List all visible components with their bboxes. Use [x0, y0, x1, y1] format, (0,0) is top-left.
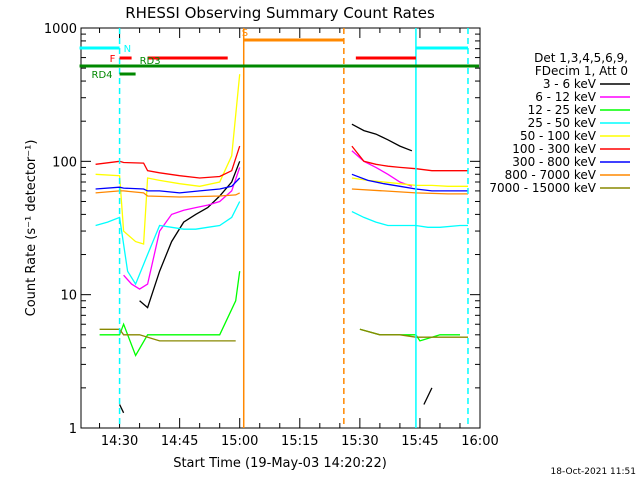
- plot-frame: [80, 27, 481, 429]
- flag-label: RD4: [92, 70, 113, 81]
- legend-label: 12 - 25 keV: [528, 103, 597, 117]
- x-tick-label: 15:30: [341, 434, 378, 449]
- flag-label: N: [124, 44, 131, 55]
- series-segment: [351, 211, 468, 228]
- series-segment: [95, 201, 241, 286]
- legend-header: Det 1,3,4,5,6,9,: [534, 51, 628, 65]
- series-segment: [119, 404, 125, 414]
- x-tick-label: 14:45: [161, 434, 198, 449]
- x-axis-label: Start Time (19-May-03 14:20:22): [173, 456, 387, 471]
- series-segment: [351, 145, 468, 172]
- series-line: [95, 173, 468, 194]
- y-axis-label: Count Rate (s⁻¹ detector⁻¹): [24, 140, 39, 317]
- legend-label: 800 - 7000 keV: [505, 168, 597, 182]
- series-line: [95, 145, 468, 179]
- legend-label: 7000 - 15000 keV: [489, 181, 596, 195]
- y-tick-label: 100: [52, 155, 77, 170]
- series-segment: [99, 271, 241, 358]
- series-segment: [95, 74, 241, 245]
- plot-area: 1 10 100 1000 14:30 14:45 15:00 15:15 15:30 15:45…: [44, 22, 499, 449]
- flag-label: RD3: [140, 56, 161, 67]
- flag-label: F: [110, 54, 116, 65]
- x-tick-label: 15:00: [221, 434, 258, 449]
- series-segment: [359, 328, 468, 338]
- y-tick-label: 1: [69, 422, 77, 437]
- x-tick-label: 16:00: [461, 434, 498, 449]
- timestamp: 18-Oct-2021 11:51: [551, 467, 636, 477]
- legend-label: 3 - 6 keV: [543, 77, 597, 91]
- series-segment: [95, 190, 240, 198]
- series-line: [95, 201, 468, 286]
- series-segment: [139, 161, 241, 309]
- flag-label: S: [242, 28, 248, 39]
- legend-label: 50 - 100 keV: [520, 129, 597, 143]
- legend-header: FDecim 1, Att 0: [535, 64, 628, 78]
- series-segment: [423, 387, 433, 405]
- y-tick-label: 1000: [44, 22, 77, 37]
- series-line: [119, 123, 433, 414]
- x-tick-label: 15:45: [401, 434, 438, 449]
- series-segment: [95, 145, 241, 179]
- chart-title: RHESSI Observing Summary Count Rates: [125, 4, 435, 22]
- series-segment: [351, 150, 413, 187]
- series-line: [99, 271, 460, 358]
- series-line: [95, 188, 468, 198]
- x-tick-label: 14:30: [101, 434, 138, 449]
- legend-label: 25 - 50 keV: [528, 116, 597, 130]
- legend-label: 6 - 12 keV: [535, 90, 597, 104]
- series-segment: [95, 177, 241, 194]
- series-segment: [123, 167, 241, 290]
- series-segment: [351, 177, 468, 187]
- series-segment: [351, 123, 413, 152]
- x-tick-label: 15:15: [281, 434, 318, 449]
- y-tick-label: 10: [60, 289, 77, 304]
- series-line: [95, 74, 468, 245]
- series-segment: [351, 173, 468, 192]
- legend-label: 100 - 300 keV: [512, 142, 596, 156]
- legend: Det 1,3,4,5,6,9,FDecim 1, Att 03 - 6 keV…: [489, 51, 630, 195]
- series-segment: [99, 328, 236, 342]
- legend-label: 300 - 800 keV: [512, 155, 596, 169]
- series-segment: [359, 328, 460, 342]
